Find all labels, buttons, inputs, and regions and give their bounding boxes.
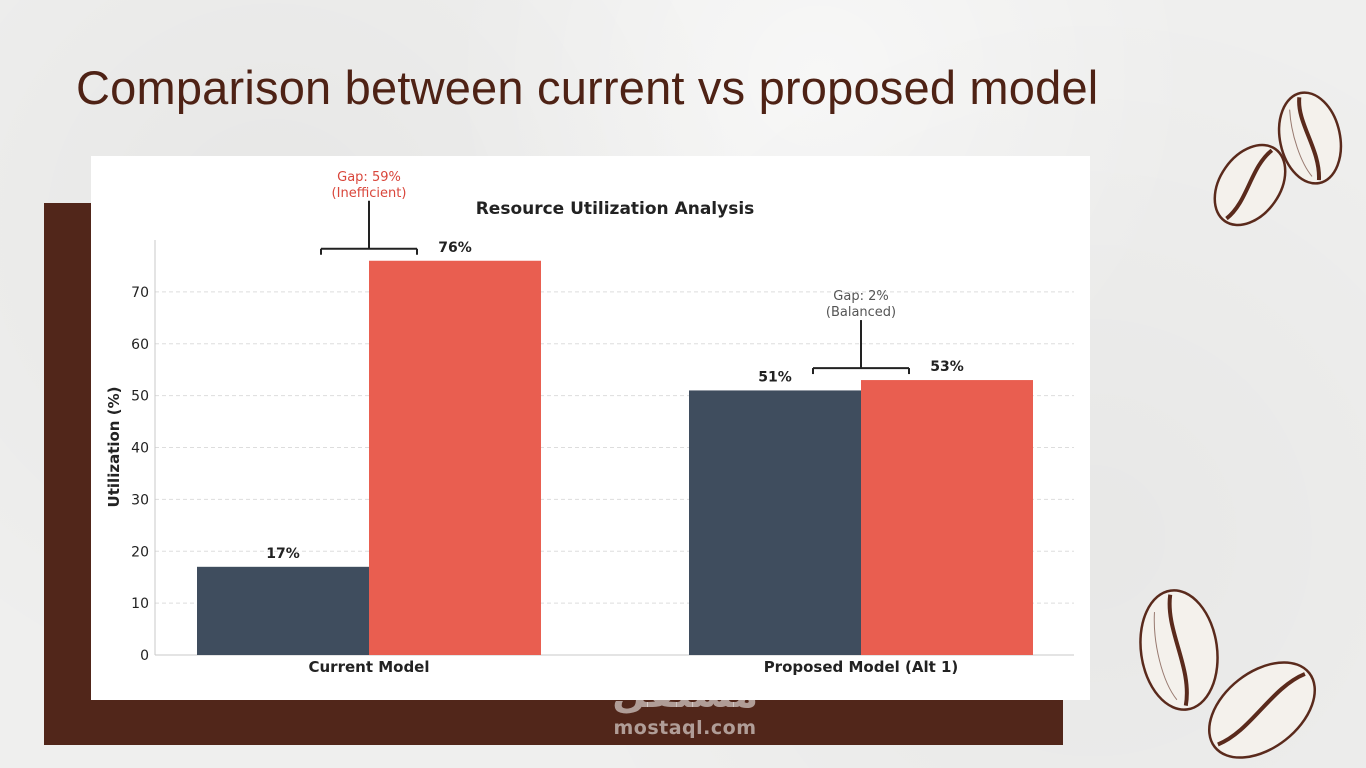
y-tick-label: 40 [131,441,149,457]
y-tick-label: 30 [131,492,149,508]
bar-value-label: 53% [930,359,964,375]
y-tick-label: 60 [131,337,149,353]
watermark-latin: mostaql.com [613,717,757,739]
bar-value-label: 76% [438,240,472,256]
y-tick-label: 70 [131,285,149,301]
bar-value-label: 51% [758,369,792,385]
gap-annotation-line1: Gap: 59% [337,170,401,185]
y-tick-label: 20 [131,544,149,560]
x-tick-label: Current Model [308,658,429,676]
gap-annotation-line1: Gap: 2% [833,289,888,304]
y-axis-label: Utilization (%) [105,387,123,508]
chart-panel: 0 10 20 30 40 50 60 70 Resource Utilization Anal… [91,156,1090,700]
slide-title: Comparison between current vs proposed m… [76,61,1099,114]
chart-title: Resource Utilization Analysis [476,199,755,219]
y-tick-label: 50 [131,389,149,405]
x-tick-label: Proposed Model (Alt 1) [764,658,959,676]
watermark-arabic: مستقل [611,671,759,717]
gap-annotation-line2: (Balanced) [826,305,896,320]
watermark: مستقل mostaql.com [600,670,770,738]
bar-proposed [861,380,1033,655]
gap-annotation-line2: (Inefficient) [332,186,407,201]
bar-proposed [369,260,541,655]
utilization-chart: 0 10 20 30 40 50 60 70 Resource Utilization Anal… [105,170,1074,676]
bar-value-label: 17% [266,546,300,562]
bar-current [197,566,369,655]
y-tick-label: 0 [140,648,149,664]
bar-current [689,390,861,655]
y-tick-label: 10 [131,596,149,612]
